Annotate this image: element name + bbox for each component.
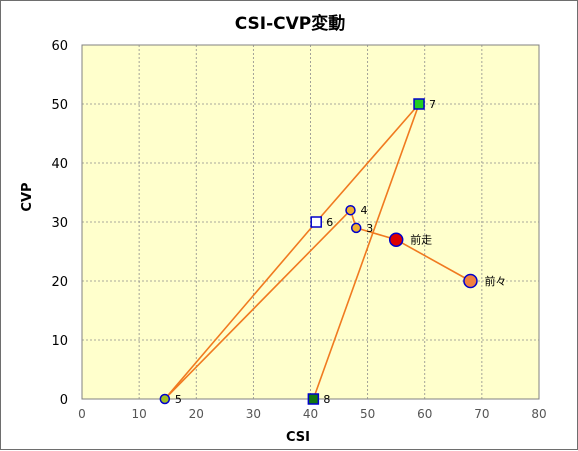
point-labels: 前々 前走 3 4 5 6 7 8 [175, 98, 507, 406]
x-tick-label: 30 [246, 407, 261, 421]
y-tick-label: 0 [60, 393, 68, 408]
tick-labels: 0 10 20 30 40 50 60 70 80 0 10 20 30 40 50 60 [51, 39, 546, 421]
y-tick-label: 60 [51, 39, 68, 54]
data-point-circle [345, 204, 356, 216]
series-line-segment [395, 239, 471, 282]
series-line-segment [315, 103, 420, 223]
x-axis-label: CSI [286, 430, 310, 445]
series-line-segment [164, 209, 352, 400]
series-line-segment [164, 221, 317, 400]
y-tick-label: 30 [51, 216, 68, 231]
data-point-square [413, 98, 425, 110]
y-tick-label: 40 [51, 157, 68, 172]
data-point-label: 前々 [484, 274, 506, 288]
data-point-circle [350, 222, 362, 234]
data-point-label: 5 [175, 393, 182, 406]
y-tick-label: 10 [51, 334, 68, 349]
x-tick-label: 70 [474, 407, 489, 421]
data-point-square [310, 216, 322, 228]
chart-title: CSI-CVP変動 [235, 13, 346, 34]
x-tick-label: 50 [360, 407, 375, 421]
data-point-label: 4 [360, 204, 367, 217]
data-point-circle [159, 393, 171, 405]
data-point-label: 7 [429, 98, 436, 111]
y-tick-label: 20 [51, 275, 68, 290]
data-point-label: 6 [326, 216, 333, 229]
data-point-label: 8 [323, 393, 330, 406]
x-tick-label: 20 [189, 407, 204, 421]
data-markers [159, 98, 478, 405]
data-point-circle [388, 232, 404, 247]
x-tick-label: 80 [531, 407, 546, 421]
x-tick-label: 10 [131, 407, 146, 421]
data-point-circle [463, 273, 478, 289]
x-tick-label: 40 [303, 407, 318, 421]
data-point-square [307, 393, 320, 405]
data-point-label: 3 [366, 222, 373, 235]
data-point-label: 前走 [410, 233, 432, 247]
x-tick-label: 0 [78, 407, 86, 421]
y-tick-label: 50 [51, 98, 68, 113]
series-line-segment [312, 103, 420, 400]
x-tick-label: 60 [417, 407, 432, 421]
y-axis-label: CVP [20, 182, 35, 211]
